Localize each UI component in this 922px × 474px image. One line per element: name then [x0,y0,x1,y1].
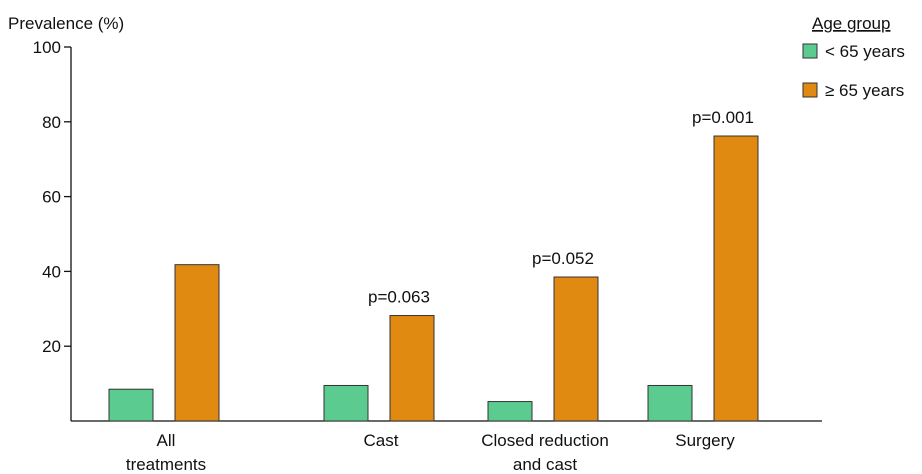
category-label: Cast [364,431,399,450]
y-tick-label: 80 [42,113,61,132]
legend-label: < 65 years [825,42,905,61]
bar-under-65 [108,388,154,422]
legend-swatch [802,43,818,59]
legend-swatch [802,82,818,98]
bar-65-and-over [713,135,759,422]
category-label: Closed reduction [481,431,609,450]
bar-65-and-over [553,276,599,422]
p-value-label: p=0.063 [368,288,430,307]
bar-under-65 [323,384,369,422]
legend-title: Age group [812,14,890,33]
y-tick-label: 40 [42,262,61,281]
legend: Age group < 65 years ≥ 65 years [802,14,905,100]
p-value-annotations: p=0.063 p=0.052 p=0.001 [368,108,754,307]
bar-under-65 [487,401,533,422]
legend-label: ≥ 65 years [825,81,904,100]
category-label: Surgery [675,431,735,450]
y-tick-label: 60 [42,188,61,207]
category-label: All [157,431,176,450]
category-label: and cast [513,455,578,474]
category-labels: All treatments Cast Closed reduction and cas… [126,431,735,474]
y-axis-title: Prevalence (%) [8,14,124,33]
y-tick-label: 20 [42,337,61,356]
bars [108,135,759,422]
bar-under-65 [647,384,693,422]
bar-65-and-over [389,315,435,422]
p-value-label: p=0.052 [532,249,594,268]
y-tick-label: 100 [33,38,61,57]
category-label: treatments [126,455,206,474]
p-value-label: p=0.001 [692,108,754,127]
bar-65-and-over [174,264,220,422]
y-ticks: 20 40 60 80 100 [33,38,71,356]
